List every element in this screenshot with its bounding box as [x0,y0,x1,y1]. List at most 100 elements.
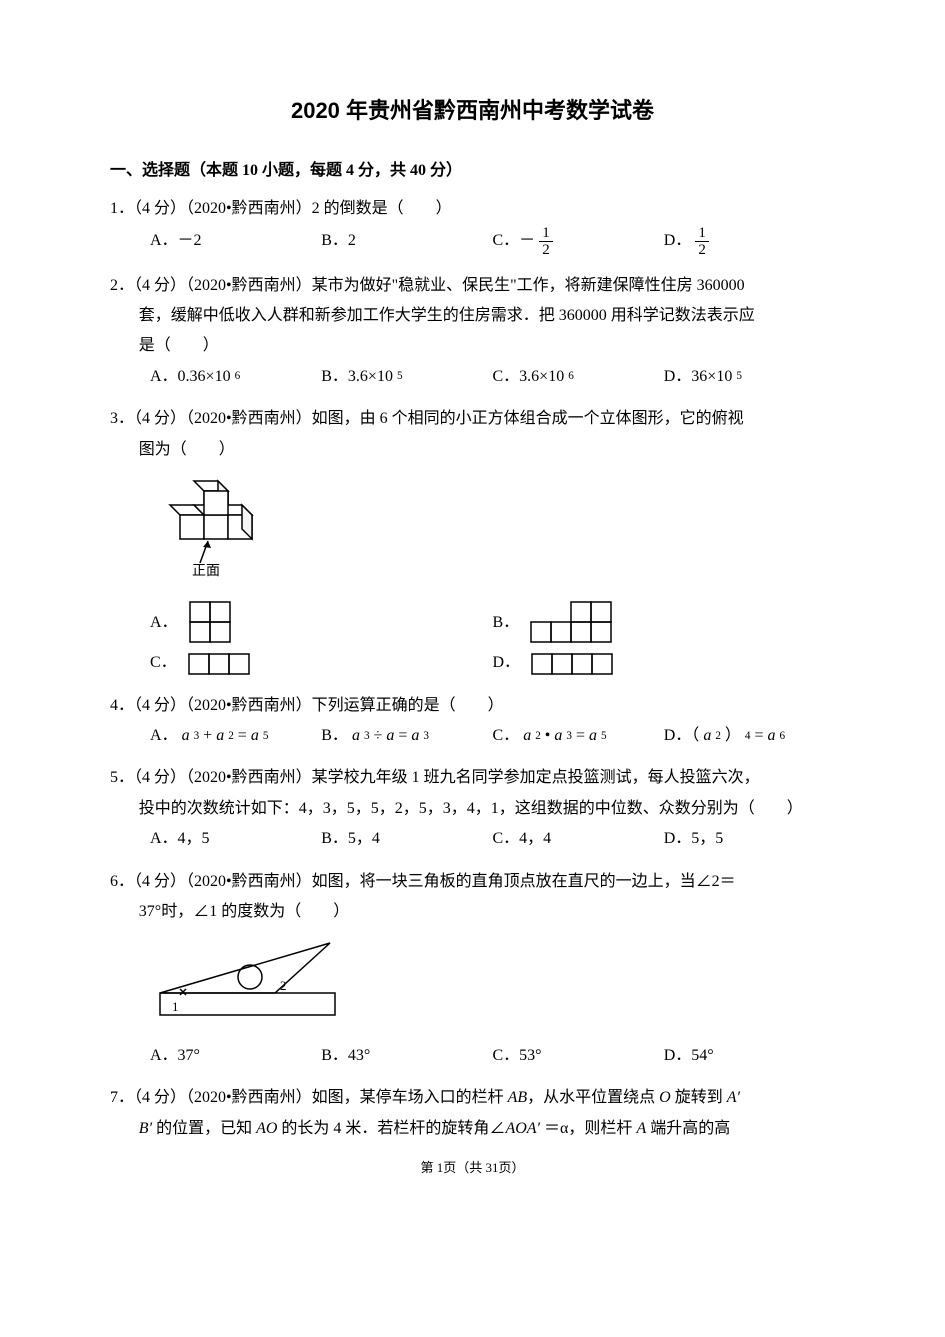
q3-opt-d: D． [493,648,836,678]
q1-opt-d: D． 12 [664,225,835,259]
q2-c-pre: C．3.6×10 [493,362,565,392]
q5-opt-a: A．4，5 [150,824,321,854]
q4a-m1: a [182,721,190,751]
q4a-m3: a [251,721,259,751]
q6-opt-c: C．53° [493,1041,664,1071]
triangle-ruler-icon: 1 2 [150,933,350,1023]
q2-d-sup: 5 [736,366,742,387]
q7-ao: AO [256,1120,277,1137]
q4c-m2: a [554,721,562,751]
q7-line2: B′ 的位置，已知 AO 的长为 4 米．若栏杆的旋转角∠AOA′ ＝α，则栏杆… [110,1114,835,1144]
q2-a-pre: A．0.36×10 [150,362,231,392]
q4b-s3: 3 [423,726,429,747]
q4-opt-b: B．a3÷a=a3 [321,721,492,751]
q4b-pre: B． [321,721,348,751]
frac-num: 1 [539,225,553,243]
q4c-s1: 2 [535,726,541,747]
q4a-s1: 3 [194,726,200,747]
q4a-s3: 5 [263,726,269,747]
q4d-m1: a [703,721,711,751]
q7-l2b: 的位置，已知 [152,1120,256,1137]
fraction-icon: 12 [695,225,709,259]
q7-l1a: 7．（4 分）（2020•黔西南州）如图，某停车场入口的栏杆 [110,1089,508,1106]
q7-line1: 7．（4 分）（2020•黔西南州）如图，某停车场入口的栏杆 AB，从水平位置绕… [110,1083,835,1113]
q3-line2: 图为（ ） [110,435,835,465]
q4c-s3: 5 [601,726,607,747]
q4b-m2: a [386,721,394,751]
q1-stem: 1．（4 分）（2020•黔西南州）2 的倒数是（ ） [110,194,835,224]
q1-a-text: A．－2 [150,226,202,256]
q7-l2e: 端升高的高 [646,1120,730,1137]
q3-solid-figure: 正面 [110,471,835,592]
q6-figure: 1 2 [110,933,835,1034]
q2-opt-a: A．0.36×106 [150,362,321,392]
q4-stem: 4．（4 分）（2020•黔西南州）下列运算正确的是（ ） [110,691,835,721]
q4d-eq: = [755,721,764,751]
q3-opt-a: A． [150,598,493,648]
grid-d-icon [528,651,618,677]
q4c-m3: a [589,721,597,751]
q2-line2: 套，缓解中低收入人群和新参加工作大学生的住房需求．把 360000 用科学记数法… [110,301,835,331]
q7-aoa: AOA′ [505,1120,540,1137]
question-2: 2．（4 分）（2020•黔西南州）某市为做好"稳就业、保民生"工作，将新建保障… [110,271,835,393]
q4c-pre: C． [493,721,520,751]
q2-b-pre: B．3.6×10 [321,362,393,392]
angle2-label: 2 [280,978,287,993]
q4-opt-d: D．（a2）4=a6 [664,721,835,751]
q4d-pre: D．（ [664,721,700,751]
q3-b-label: B． [493,608,520,638]
fraction-icon: 12 [539,225,553,259]
q3-a-label: A． [150,608,178,638]
q4-opt-c: C．a2•a3=a5 [493,721,664,751]
q5-opt-b: B．5，4 [321,824,492,854]
q7-l2d: ＝α，则栏杆 [540,1120,636,1137]
q7-l2c: 的长为 4 米．若栏杆的旋转角∠ [277,1120,505,1137]
q4d-s1: 2 [715,726,721,747]
page-title: 2020 年贵州省黔西南州中考数学试卷 [110,90,835,132]
frac-den: 2 [695,242,709,259]
grid-b-icon [527,598,617,648]
front-label: 正面 [192,564,220,579]
q2-opt-b: B．3.6×105 [321,362,492,392]
q4d-mid: ） [725,721,741,751]
question-6: 6．（4 分）（2020•黔西南州）如图，将一块三角板的直角顶点放在直尺的一边上… [110,867,835,1072]
q7-a: A [636,1120,646,1137]
q7-bp: B′ [139,1120,152,1137]
q4b-mid: ÷ [374,721,383,751]
section-header: 一、选择题（本题 10 小题，每题 4 分，共 40 分） [110,156,835,186]
cube-solid-icon: 正面 [150,471,280,581]
q4b-m3: a [411,721,419,751]
q2-line1: 2．（4 分）（2020•黔西南州）某市为做好"稳就业、保民生"工作，将新建保障… [110,271,835,301]
q5-line1: 5．（4 分）（2020•黔西南州）某学校九年级 1 班九名同学参加定点投篮测试… [110,763,835,793]
grid-a-icon [186,598,236,648]
question-7: 7．（4 分）（2020•黔西南州）如图，某停车场入口的栏杆 AB，从水平位置绕… [110,1083,835,1144]
q1-b-text: B．2 [321,226,356,256]
question-4: 4．（4 分）（2020•黔西南州）下列运算正确的是（ ） A．a3+a2=a5… [110,691,835,752]
q6-opt-b: B．43° [321,1041,492,1071]
q3-line1: 3．（4 分）（2020•黔西南州）如图，由 6 个相同的小正方体组合成一个立体… [110,404,835,434]
question-5: 5．（4 分）（2020•黔西南州）某学校九年级 1 班九名同学参加定点投篮测试… [110,763,835,854]
q3-opt-c: C． [150,648,493,678]
q1-opt-a: A．－2 [150,226,321,256]
q7-ab: AB [508,1089,528,1106]
q2-opt-d: D．36×105 [664,362,835,392]
q4b-m1: a [352,721,360,751]
q2-opt-c: C．3.6×106 [493,362,664,392]
q3-c-label: C． [150,648,177,678]
q6-line2: 37°时，∠1 的度数为（ ） [110,897,835,927]
q4a-pre: A． [150,721,178,751]
q4b-s1: 3 [364,726,370,747]
q5-line2: 投中的次数统计如下：4，3，5，5，2，5，3，4，1，这组数据的中位数、众数分… [110,794,835,824]
q1-d-prefix: D． [664,226,692,256]
q3-opt-b: B． [493,598,836,648]
grid-c-icon [185,651,255,677]
q2-line3: 是（ ） [110,331,835,361]
q6-opt-a: A．37° [150,1041,321,1071]
q2-c-sup: 6 [568,366,574,387]
q4c-s2: 3 [566,726,572,747]
frac-den: 2 [539,242,553,259]
q2-a-sup: 6 [235,366,241,387]
q5-opt-c: C．4，4 [493,824,664,854]
q4b-eq: = [398,721,407,751]
q4d-m3: a [768,721,776,751]
